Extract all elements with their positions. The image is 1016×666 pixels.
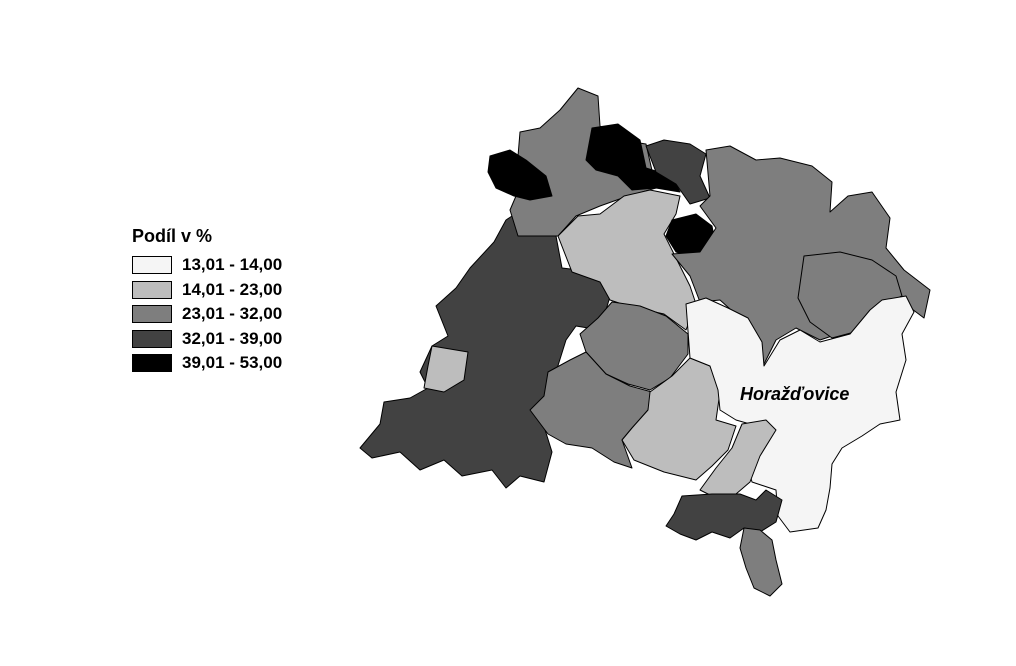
legend-swatch <box>132 305 172 324</box>
legend-item: 32,01 - 39,00 <box>132 327 282 352</box>
legend-label: 23,01 - 32,00 <box>182 304 283 324</box>
legend-label: 14,01 - 23,00 <box>182 279 283 299</box>
legend-item: 13,01 - 14,00 <box>132 253 282 278</box>
legend: Podíl v % 13,01 - 14,00 14,01 - 23,00 23… <box>132 226 282 376</box>
legend-label: 13,01 - 14,00 <box>182 255 283 275</box>
legend-item: 23,01 - 32,00 <box>132 302 282 327</box>
legend-swatch <box>132 329 172 348</box>
region-center-light[interactable] <box>557 189 697 331</box>
legend-item: 39,01 - 53,00 <box>132 351 282 376</box>
region-south-dark[interactable] <box>665 489 783 541</box>
legend-swatch <box>132 280 172 299</box>
region-west-light[interactable] <box>423 345 469 393</box>
region-west-dark[interactable] <box>359 211 613 489</box>
region-north-dark[interactable] <box>645 139 711 205</box>
legend-swatch <box>132 256 172 275</box>
legend-label: 32,01 - 39,00 <box>182 328 283 348</box>
place-label-horazdovice: Horažďovice <box>740 384 849 404</box>
region-south-tip-gray[interactable] <box>739 527 783 597</box>
legend-title: Podíl v % <box>132 226 213 246</box>
legend-item: 14,01 - 23,00 <box>132 278 282 303</box>
legend-swatch <box>132 354 172 373</box>
region-black-north[interactable] <box>585 123 681 193</box>
region-black-west[interactable] <box>487 149 553 201</box>
legend-label: 39,01 - 53,00 <box>182 353 283 373</box>
